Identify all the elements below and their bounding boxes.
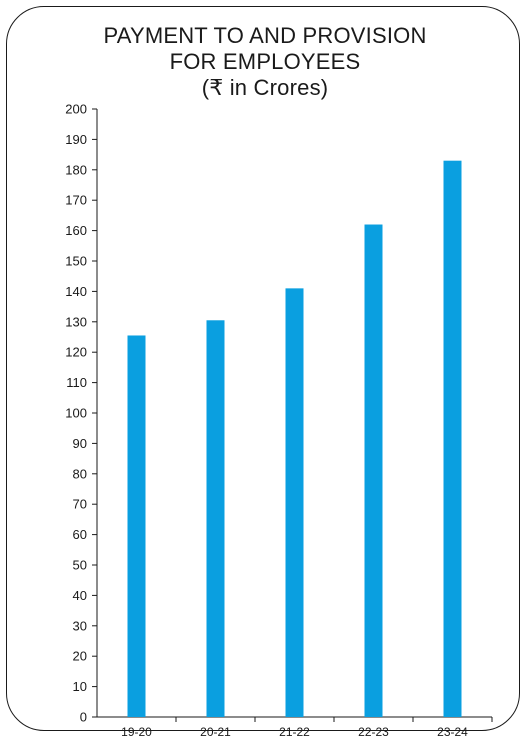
y-tick-label: 50	[73, 558, 87, 573]
y-tick-label: 40	[73, 588, 87, 603]
y-tick-label: 20	[73, 649, 87, 664]
y-tick-label: 190	[65, 132, 87, 147]
y-tick-label: 0	[80, 710, 87, 725]
y-tick-label: 70	[73, 497, 87, 512]
y-tick-label: 130	[65, 314, 87, 329]
x-tick-label: 19-20	[121, 725, 152, 739]
y-tick-label: 100	[65, 406, 87, 421]
bar-23-24	[443, 160, 462, 717]
x-tick-label: 21-22	[279, 725, 310, 739]
chart-title-line-1: PAYMENT TO AND PROVISION	[103, 23, 427, 48]
bar-21-22	[285, 288, 304, 717]
y-tick-label: 30	[73, 618, 87, 633]
chart-title-line-2: FOR EMPLOYEES	[169, 49, 361, 74]
bar-20-21	[206, 320, 225, 717]
y-tick-label: 10	[73, 679, 87, 694]
x-tick-label: 22-23	[358, 725, 389, 739]
y-tick-label: 180	[65, 162, 87, 177]
y-tick-label: 150	[65, 254, 87, 269]
y-tick-label: 60	[73, 527, 87, 542]
x-tick-label: 20-21	[200, 725, 231, 739]
y-tick-label: 200	[65, 102, 87, 117]
y-tick-label: 160	[65, 223, 87, 238]
bar-19-20	[127, 335, 146, 717]
y-tick-label: 170	[65, 193, 87, 208]
bar-22-23	[364, 224, 383, 717]
y-tick-label: 140	[65, 284, 87, 299]
y-tick-label: 80	[73, 466, 87, 481]
y-tick-label: 120	[65, 345, 87, 360]
chart-frame	[6, 6, 520, 731]
y-tick-label: 90	[73, 436, 87, 451]
chart-subtitle-units: (₹ in Crores)	[201, 75, 329, 100]
x-tick-label: 23-24	[437, 725, 468, 739]
y-tick-label: 110	[66, 375, 87, 390]
